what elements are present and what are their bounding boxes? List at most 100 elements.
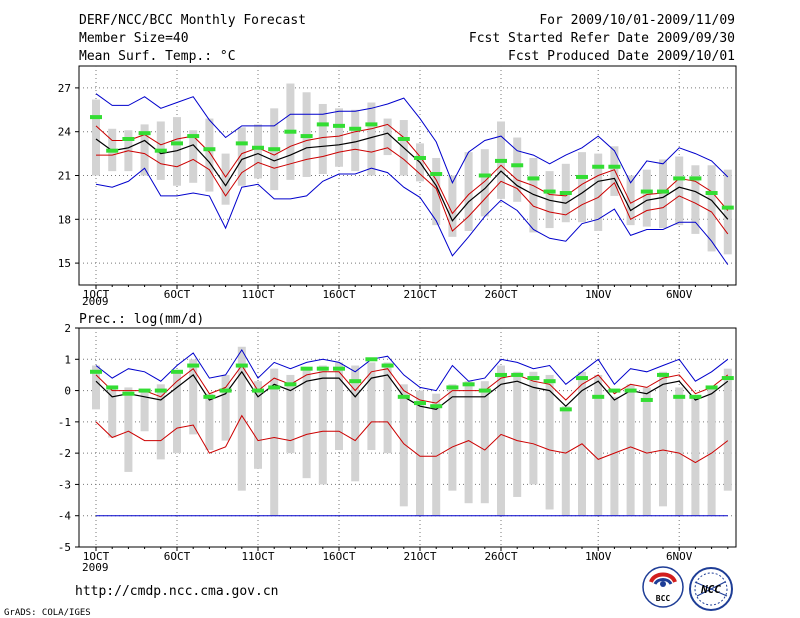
prec-spread-box [642,387,651,516]
prec-ytick-label: -1 [58,416,71,429]
prec-obs-mark [235,363,248,368]
temp-spread-box [675,156,684,226]
temp-obs-mark [203,147,216,152]
prec-obs-mark [462,382,475,387]
prec-obs-mark [300,366,313,371]
temp-ytick-label: 24 [58,126,72,139]
temp-obs-mark [171,141,183,146]
temp-obs-mark [235,141,248,146]
prec-obs-mark [705,385,718,390]
fcst-started-date: Fcst Started Refer Date 2009/09/30 [469,31,735,46]
temp-obs-mark [252,145,264,150]
bcc-logo: BCC [642,566,684,608]
prec-spread-box [707,387,716,516]
temp-spread-box [367,102,376,176]
year-label-bottom: 2009 [82,561,109,574]
fcst-produced-date: Fcst Produced Date 2009/10/01 [508,49,735,64]
year-label-top: 2009 [82,295,109,308]
temp-obs-mark [559,191,572,196]
prec-spread-box [529,371,538,485]
temp-obs-mark [640,189,653,194]
prec-obs-mark [90,369,102,374]
prec-xtick-label: 1NOV [585,550,612,563]
temp-spread-box [594,153,603,231]
prec-spread-box [399,384,408,507]
prec-spread-box [594,374,603,516]
temp-ytick-label: 18 [58,213,71,226]
temp-obs-mark [543,189,556,194]
prec-obs-mark [122,391,135,396]
prec-obs-mark [381,363,394,368]
prec-xtick-label: 6NOV [666,550,693,563]
prec-spread-box [497,365,505,516]
prec-obs-mark [640,397,653,402]
temp-obs-mark [187,134,200,139]
prec-obs-mark [673,394,686,399]
prec-spread-box [464,381,473,504]
prec-obs-mark [608,388,621,393]
prec-series-upper [95,364,729,404]
prec-spread-box [302,368,311,479]
prec-spread-box [659,371,667,507]
prec-spread-box [205,393,214,451]
prec-spread-box [416,390,424,516]
temp-spread-box [335,108,343,167]
temp-obs-mark [721,205,734,210]
prec-obs-mark [138,388,151,393]
temp-spread-box [189,130,198,183]
temp-spread-box [92,99,100,176]
temp-xtick-label: 21OCT [403,288,436,301]
temp-spread-box [254,124,262,179]
temp-xtick-label: 16OCT [322,288,355,301]
prec-obs-mark [495,372,507,377]
prec-spread-box [691,396,700,516]
prec-frame [78,327,737,548]
prec-spread-box [335,362,343,451]
ncc-logo-text: NCC [700,583,721,596]
temp-spread-box [529,157,538,233]
temp-spread-box [513,137,522,202]
prec-spread-box [610,396,619,516]
prec-obs-mark [268,385,281,390]
prec-ytick-label: 1 [64,353,71,366]
variable-label: Mean Surf. Temp.: °C [79,49,236,64]
prec-spread-box [254,381,262,469]
temp-obs-mark [268,147,281,152]
prec-obs-mark [478,388,491,393]
prec-spread-box [124,387,133,472]
prec-spread-box [140,390,149,432]
temp-obs-mark [154,148,167,153]
prec-obs-mark [592,394,605,399]
temp-spread-box [610,146,619,196]
temp-obs-mark [316,122,329,127]
prec-obs-mark [284,382,297,387]
temp-ytick-label: 21 [58,170,71,183]
temp-spread-box [351,109,360,172]
source-url[interactable]: http://cmdp.ncc.cma.gov.cn [75,584,279,599]
prec-spread-box [237,346,246,491]
ncc-logo: NCC [689,567,733,611]
temp-obs-mark [90,115,102,120]
temp-spread-box [432,157,441,226]
prec-xtick-label: 16OCT [322,550,355,563]
temp-obs-mark [414,155,426,160]
prec-spread-box [286,374,295,454]
temp-series-max [95,93,729,184]
prec-ytick-label: 2 [64,322,71,335]
temp-spread-box [626,175,635,226]
precip-label: Prec.: log(mm/d) [79,312,204,327]
prec-obs-mark [333,366,345,371]
prec-spread-box [221,374,230,441]
temp-spread-box [318,103,327,175]
prec-ytick-label: -3 [58,478,71,491]
prec-obs-mark [219,388,232,393]
prec-spread-box [189,359,198,435]
temp-obs-mark [592,164,605,169]
temp-series-lower [96,147,729,235]
prec-spread-box [351,365,360,482]
prec-spread-box [513,371,522,497]
prec-obs-mark [252,388,264,393]
prec-xtick-label: 1OCT [83,550,110,563]
temp-obs-mark [284,129,297,134]
temp-spread-box [707,165,716,252]
